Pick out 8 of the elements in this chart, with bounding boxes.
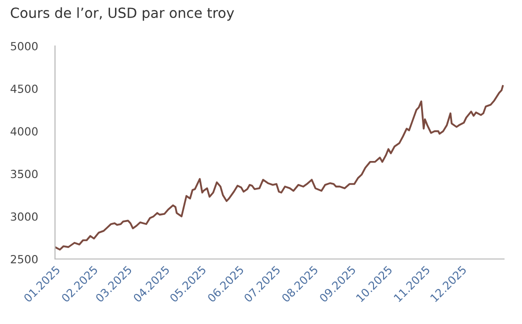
y-tick-label: 4500 bbox=[10, 84, 38, 93]
y-tick-label: 4000 bbox=[10, 127, 38, 136]
y-tick-label: 5000 bbox=[10, 42, 38, 50]
line-series bbox=[55, 85, 504, 251]
y-tick-label: 2500 bbox=[10, 254, 38, 264]
chart-title: Cours de l’or, USD par once troy bbox=[10, 7, 234, 21]
y-tick-label: 3000 bbox=[10, 212, 38, 221]
y-tick-label: 3500 bbox=[10, 170, 38, 178]
